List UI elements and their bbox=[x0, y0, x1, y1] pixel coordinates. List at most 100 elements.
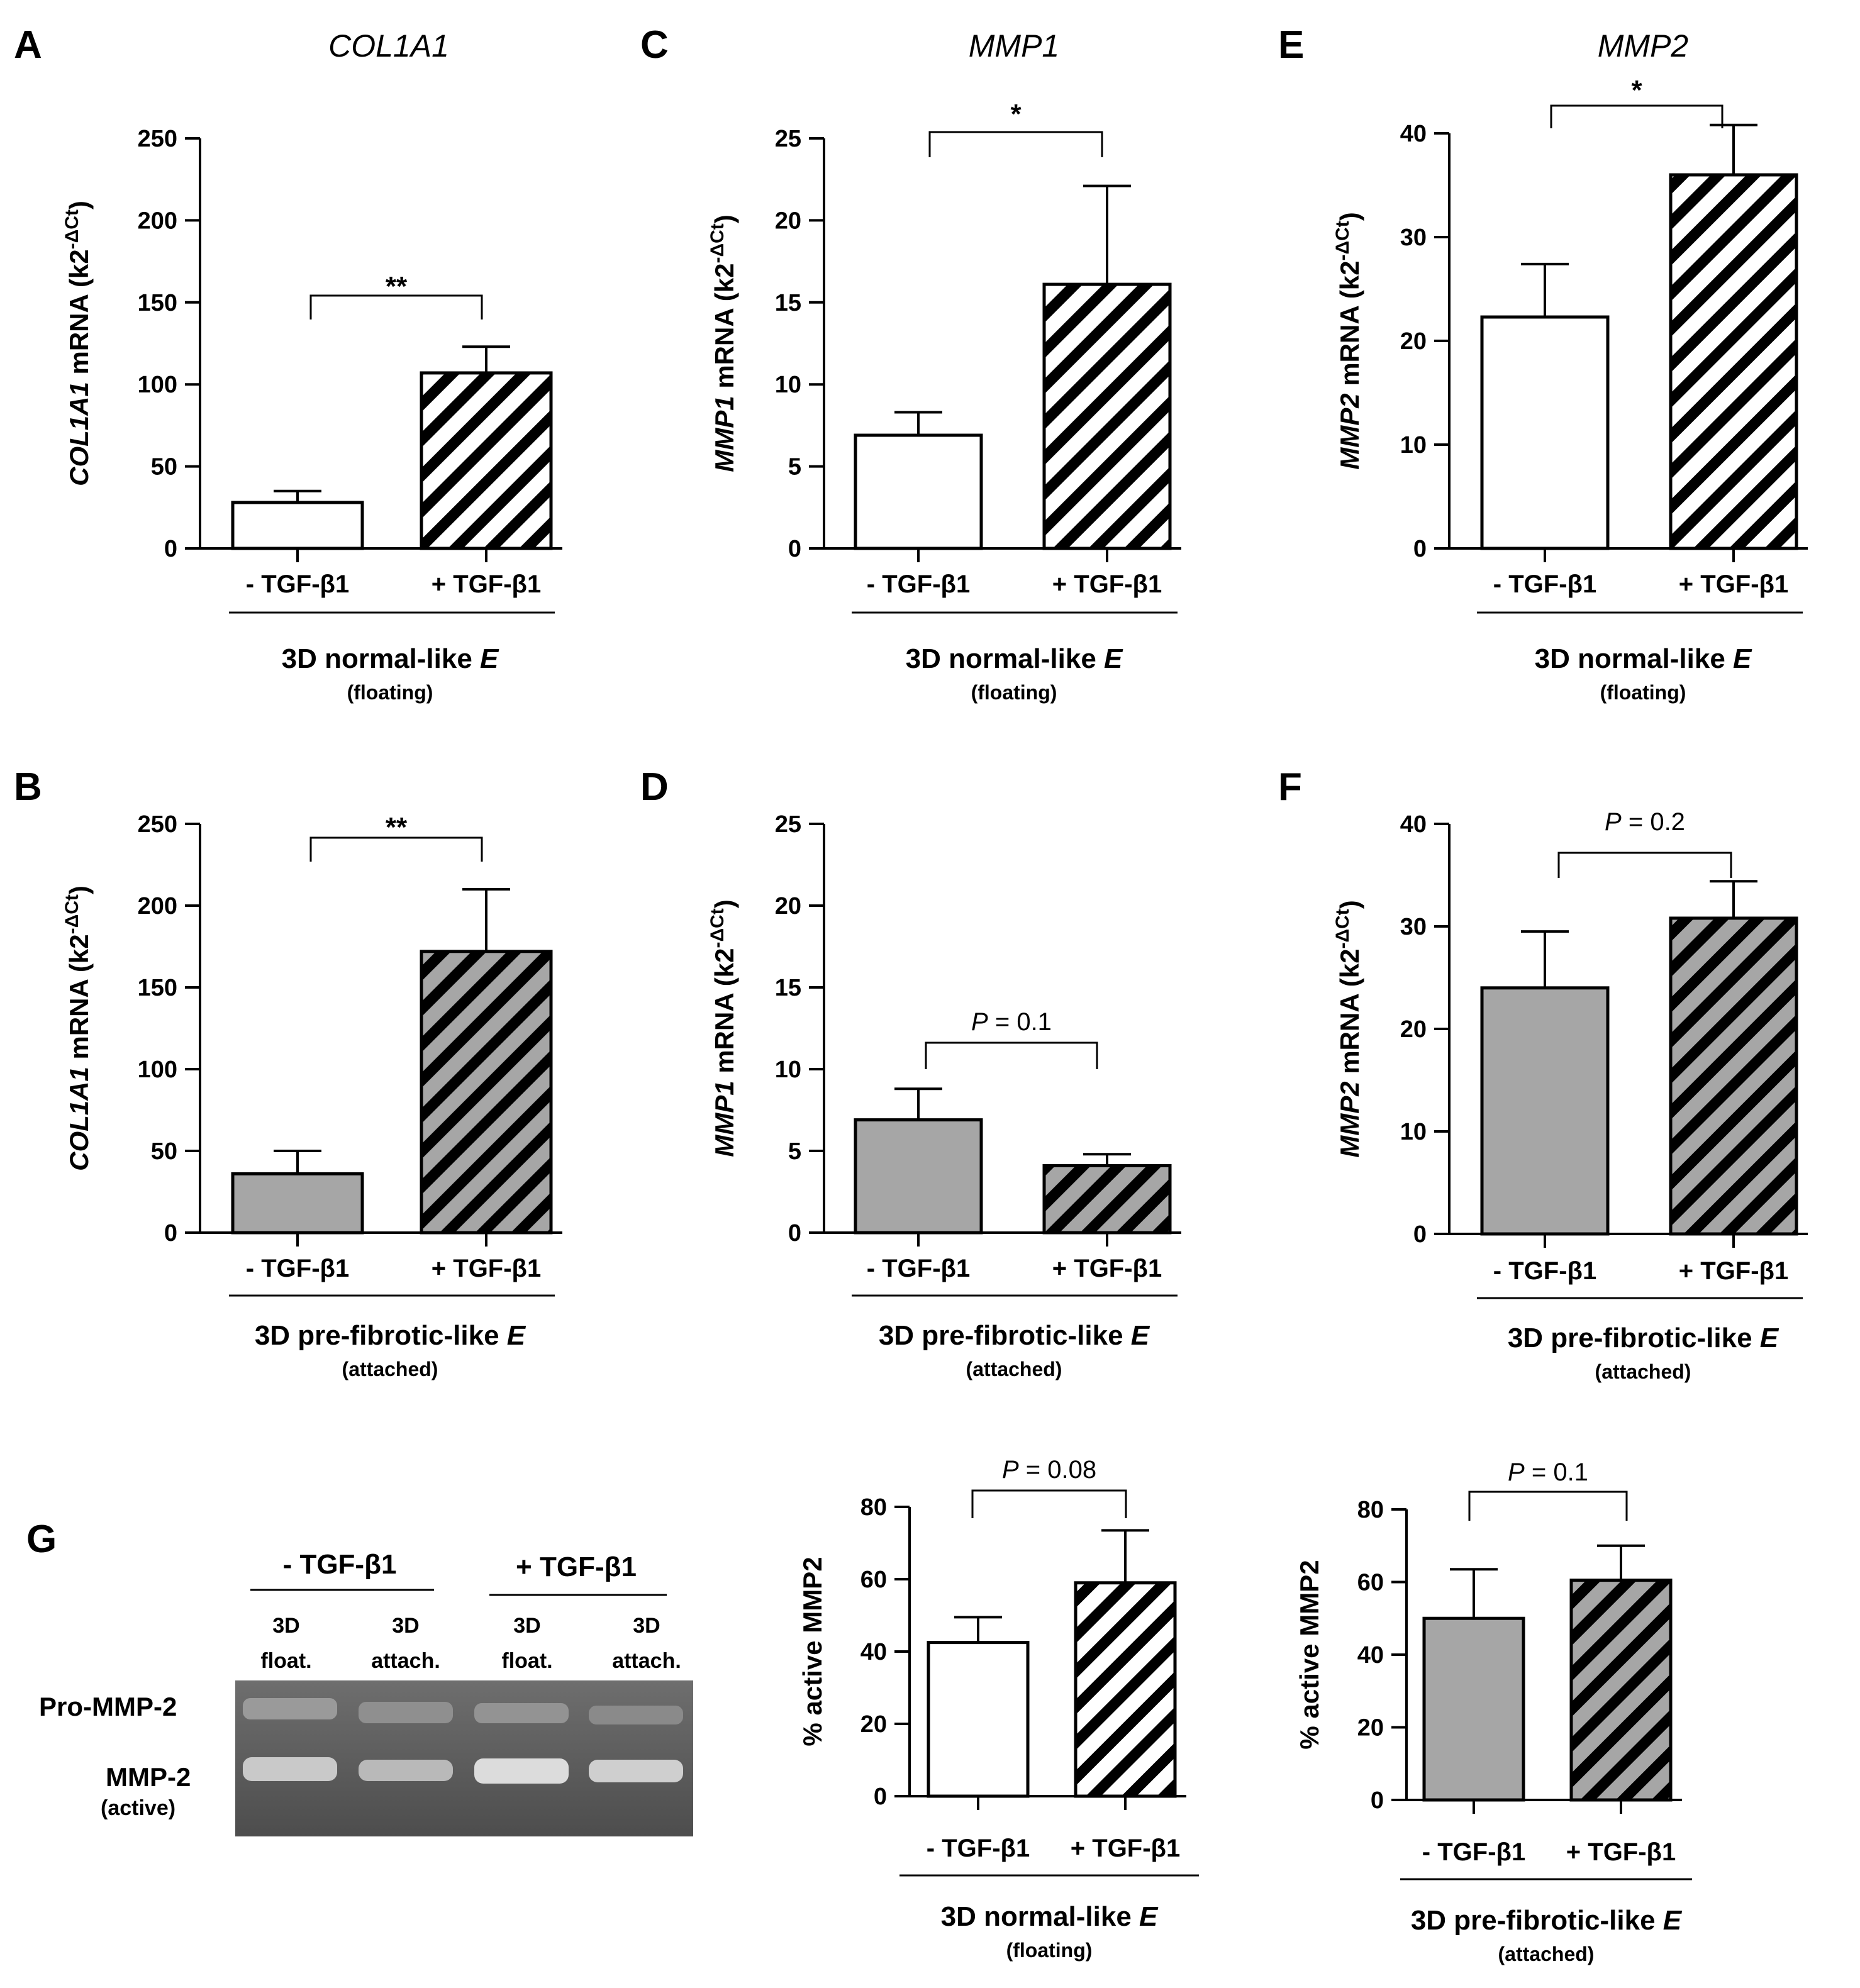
y-axis-label-text-f: mRNA (k2 bbox=[1335, 949, 1364, 1082]
significance-bracket-c bbox=[928, 131, 1103, 157]
y-tick-label-g2-4: 80 bbox=[1357, 1497, 1384, 1523]
significance-value-b: ** bbox=[386, 812, 408, 843]
significance-label-g2: P = 0.1 bbox=[1508, 1458, 1588, 1486]
gel-lane2-label2: attach. bbox=[371, 1649, 440, 1673]
y-axis-label-a: COL1A1 mRNA (k2-ΔCt) bbox=[62, 201, 94, 486]
gel-band-label-active: (active) bbox=[101, 1796, 175, 1820]
gel-band-active-lane2 bbox=[359, 1760, 453, 1781]
x-tick-label-e-1: + TGF-β1 bbox=[1679, 570, 1788, 598]
y-tick-label-g1-2: 40 bbox=[860, 1639, 887, 1665]
y-tick-label-g1-0: 0 bbox=[874, 1784, 887, 1810]
x-tick-label-f-1: + TGF-β1 bbox=[1679, 1257, 1788, 1285]
y-tick-label-d-2: 10 bbox=[775, 1057, 801, 1083]
gel-lane1-label1: 3D bbox=[272, 1614, 299, 1638]
bar-c-1 bbox=[1042, 282, 1172, 550]
group-label-g1: 3D normal-like E bbox=[941, 1901, 1159, 1932]
significance-label-f: P = 0.2 bbox=[1605, 808, 1685, 836]
y-axis-label-gene-d: MMP1 bbox=[710, 1080, 739, 1157]
y-axis-label-f: MMP2 mRNA (k2-ΔCt) bbox=[1332, 900, 1365, 1157]
significance-bracket-g2 bbox=[1468, 1491, 1628, 1521]
significance-value-g2: = 0.1 bbox=[1525, 1458, 1588, 1486]
panel-letter-c: C bbox=[640, 23, 669, 67]
y-axis-label-text-e: mRNA (k2 bbox=[1335, 261, 1364, 394]
y-axis-label-sup-c: -ΔCt bbox=[707, 223, 728, 263]
y-tick-label-a-3: 150 bbox=[138, 290, 177, 316]
y-tick-label-a-1: 50 bbox=[151, 454, 177, 480]
y-tick-label-d-3: 15 bbox=[775, 975, 801, 1001]
y-tick-label-d-5: 25 bbox=[775, 811, 801, 838]
y-tick-label-c-4: 20 bbox=[775, 208, 801, 234]
y-tick-label-a-2: 100 bbox=[138, 372, 177, 398]
y-axis-label-sup-d: -ΔCt bbox=[707, 908, 728, 948]
significance-label-b: ** bbox=[386, 812, 408, 843]
significance-bracket-g1 bbox=[971, 1489, 1127, 1518]
significance-label-a: ** bbox=[386, 271, 408, 302]
gel-lane4-label2: attach. bbox=[612, 1649, 681, 1673]
y-axis-label-text-a: mRNA (k2 bbox=[64, 249, 94, 382]
y-axis-label-end-b: ) bbox=[64, 886, 94, 894]
y-tick-label-c-5: 25 bbox=[775, 126, 801, 152]
group-label-text-g2: 3D pre-fibrotic-like bbox=[1411, 1905, 1663, 1936]
group-label-text-a: 3D normal-like bbox=[282, 643, 480, 674]
gel-band-active-lane3 bbox=[474, 1758, 569, 1784]
x-tick-label-c-0: - TGF-β1 bbox=[867, 570, 970, 598]
group-label-b: 3D pre-fibrotic-like E bbox=[255, 1320, 526, 1351]
y-tick-label-c-3: 15 bbox=[775, 290, 801, 316]
gel-lane4-label1: 3D bbox=[633, 1614, 660, 1638]
group-label-italic-a: E bbox=[480, 643, 499, 674]
x-tick-label-b-0: - TGF-β1 bbox=[246, 1255, 349, 1282]
y-tick-label-g1-1: 20 bbox=[860, 1711, 887, 1738]
bar-f-0 bbox=[1480, 986, 1610, 1236]
group-label-text-f: 3D pre-fibrotic-like bbox=[1508, 1323, 1760, 1353]
x-tick-label-b-1: + TGF-β1 bbox=[432, 1255, 541, 1282]
y-axis-label-d: MMP1 mRNA (k2-ΔCt) bbox=[707, 899, 740, 1157]
y-tick-label-d-1: 5 bbox=[788, 1138, 801, 1165]
y-axis-label-end-c: ) bbox=[710, 214, 739, 223]
significance-bracket-f bbox=[1557, 852, 1732, 878]
significance-label-g1: P = 0.08 bbox=[1002, 1456, 1096, 1484]
x-tick-label-g1-0: - TGF-β1 bbox=[927, 1835, 1030, 1862]
significance-bracket-b bbox=[309, 836, 483, 862]
group-label-c: 3D normal-like E bbox=[906, 643, 1123, 674]
panel-title-a: COL1A1 bbox=[328, 28, 449, 64]
panel-letter-e: E bbox=[1278, 23, 1304, 67]
panel-d: D 0 5 10 15 20 25 MMP1 mRNA (k2-ΔCt) - TGF-β1 + T… bbox=[640, 765, 1181, 1380]
group-sublabel-b: (attached) bbox=[342, 1358, 438, 1380]
panel-letter-f: F bbox=[1278, 765, 1302, 809]
y-tick-label-e-0: 0 bbox=[1413, 536, 1427, 562]
y-tick-label-e-3: 30 bbox=[1400, 225, 1427, 251]
significance-label-e: * bbox=[1631, 75, 1642, 106]
panel-g-chart-attached: 0 20 40 60 80 % active MMP2 - TGF-β1 + TGF-β1 P … bbox=[1295, 1458, 1692, 1965]
y-tick-label-c-0: 0 bbox=[788, 536, 801, 562]
y-axis-label-b: COL1A1 mRNA (k2-ΔCt) bbox=[62, 886, 94, 1171]
bar-a-1 bbox=[420, 371, 553, 550]
bar-b-0 bbox=[231, 1172, 364, 1235]
bar-g2-0 bbox=[1422, 1616, 1525, 1802]
bar-e-0 bbox=[1480, 315, 1610, 550]
y-axis-label-sup-b: -ΔCt bbox=[62, 894, 82, 934]
group-label-text-c: 3D normal-like bbox=[906, 643, 1104, 674]
y-tick-label-g2-1: 20 bbox=[1357, 1715, 1384, 1741]
y-tick-label-g2-3: 60 bbox=[1357, 1570, 1384, 1596]
y-axis-label-end-d: ) bbox=[710, 899, 739, 908]
panel-e: E MMP2 0 10 20 30 40 MMP2 mRNA (k2-ΔCt) - TGF-β1… bbox=[1278, 23, 1808, 704]
y-axis-label-end-e: ) bbox=[1335, 212, 1364, 221]
x-tick-label-a-1: + TGF-β1 bbox=[432, 570, 541, 598]
panel-letter-b: B bbox=[14, 765, 42, 809]
panel-letter-d: D bbox=[640, 765, 669, 809]
y-axis-label-g1: % active MMP2 bbox=[798, 1557, 827, 1746]
group-label-text-g1: 3D normal-like bbox=[941, 1901, 1139, 1932]
bar-f-1 bbox=[1669, 916, 1798, 1236]
y-tick-label-b-1: 50 bbox=[151, 1138, 177, 1165]
significance-label-d: P = 0.1 bbox=[971, 1008, 1052, 1036]
y-axis-label-sup-e: -ΔCt bbox=[1332, 221, 1353, 260]
y-tick-label-f-3: 30 bbox=[1400, 914, 1427, 940]
y-tick-label-g1-4: 80 bbox=[860, 1494, 887, 1521]
x-tick-label-g1-1: + TGF-β1 bbox=[1071, 1835, 1180, 1862]
significance-label-c: * bbox=[1010, 99, 1022, 130]
group-sublabel-c: (floating) bbox=[971, 681, 1057, 704]
y-axis-label-end-f: ) bbox=[1335, 900, 1364, 909]
significance-value-f: = 0.2 bbox=[1622, 808, 1685, 836]
panel-letter-a: A bbox=[14, 23, 42, 67]
bar-b-1 bbox=[420, 950, 553, 1235]
